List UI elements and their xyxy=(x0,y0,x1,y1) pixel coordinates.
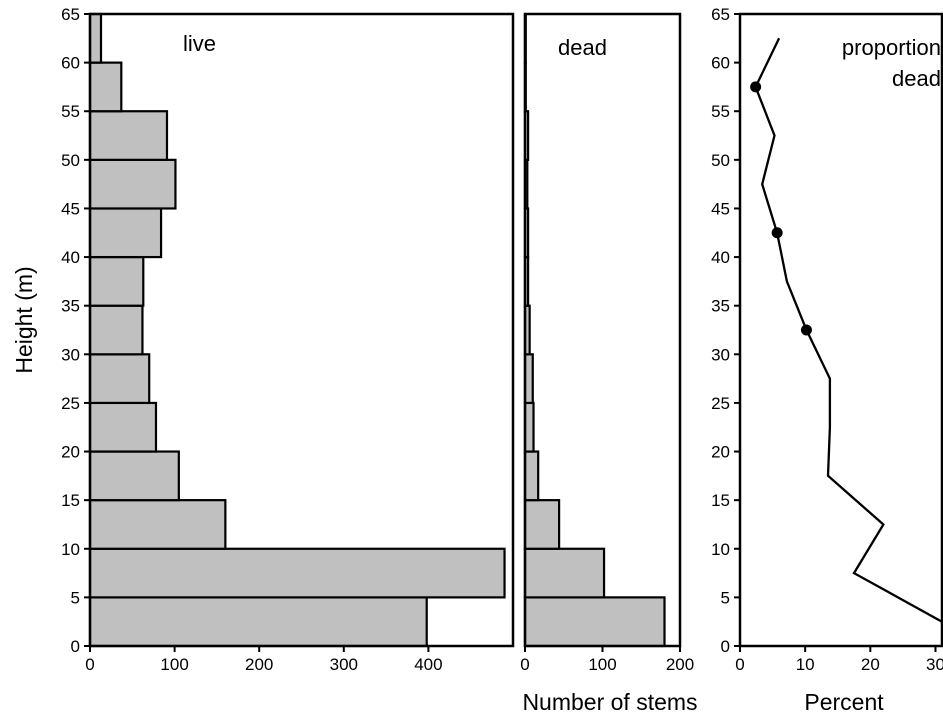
proportion-x-axis-ticks: 0 10 20 30 xyxy=(735,646,943,674)
live-bar-0-5 xyxy=(88,596,428,648)
y-tick-label: 35 xyxy=(61,297,80,316)
x-tick-label: 0 xyxy=(85,655,94,674)
live-panel: 0 5 10 15 20 25 30 35 40 45 50 55 60 65 0 100 200 300 400… xyxy=(11,5,515,674)
y-tick-label: 15 xyxy=(61,491,80,510)
x-tick-label: 200 xyxy=(666,655,694,674)
number-of-stems-label: Number of stems xyxy=(522,689,697,715)
y-tick-label: 60 xyxy=(711,54,730,73)
dead-bar-0-5 xyxy=(523,596,666,648)
live-bar-10-15 xyxy=(88,499,227,550)
live-panel-frame xyxy=(88,12,515,648)
live-bar-5-10 xyxy=(88,547,506,599)
proportion-marker xyxy=(750,81,762,93)
y-tick-label: 25 xyxy=(711,394,730,413)
dead-panel-title: dead xyxy=(558,35,607,60)
y-tick-label: 40 xyxy=(61,248,80,267)
live-panel-title: live xyxy=(183,31,216,56)
live-bar-45-50 xyxy=(88,158,177,210)
proportion-dead-markers xyxy=(750,81,812,336)
live-bars xyxy=(88,12,506,648)
proportion-marker xyxy=(800,324,812,336)
proportion-panel: 0 5 10 15 20 25 30 35 40 45 50 55 60 65 0 10 20 30 propo… xyxy=(711,5,943,715)
proportion-dead-line xyxy=(754,37,943,623)
live-bar-55-60 xyxy=(88,61,123,113)
dead-bar-15-20 xyxy=(523,450,540,502)
live-x-axis-ticks: 0 100 200 300 400 xyxy=(85,646,443,674)
y-tick-label: 20 xyxy=(711,443,730,462)
y-tick-label: 30 xyxy=(711,345,730,364)
y-tick-label: 0 xyxy=(71,637,80,656)
y-tick-label: 15 xyxy=(711,491,730,510)
dead-bar-20-25 xyxy=(523,401,535,453)
y-tick-label: 40 xyxy=(711,248,730,267)
dead-panel: 0 100 200 dead Number of stems xyxy=(520,12,698,715)
y-tick-label: 30 xyxy=(61,345,80,364)
live-bar-30-35 xyxy=(88,304,144,356)
percent-axis-label: Percent xyxy=(804,689,884,715)
proportion-marker xyxy=(771,227,783,239)
y-tick-label: 5 xyxy=(71,588,80,607)
y-tick-label: 65 xyxy=(61,5,80,24)
x-tick-label: 400 xyxy=(414,655,442,674)
x-tick-label: 0 xyxy=(735,655,744,674)
x-tick-label: 0 xyxy=(520,655,529,674)
y-tick-label: 20 xyxy=(61,443,80,462)
live-bar-25-30 xyxy=(88,353,151,405)
live-bar-20-25 xyxy=(88,401,158,453)
live-bar-50-55 xyxy=(88,110,169,161)
y-tick-label: 60 xyxy=(61,54,80,73)
y-tick-label: 50 xyxy=(61,151,80,170)
proportion-panel-title-line1: proportion xyxy=(842,35,941,60)
x-tick-label: 100 xyxy=(588,655,616,674)
live-bar-15-20 xyxy=(88,450,180,502)
y-tick-label: 45 xyxy=(711,199,730,218)
y-tick-label: 50 xyxy=(711,151,730,170)
x-tick-label: 300 xyxy=(330,655,358,674)
y-tick-label: 65 xyxy=(711,5,730,24)
x-tick-label: 20 xyxy=(861,655,880,674)
x-tick-label: 30 xyxy=(926,655,943,674)
dead-x-axis-ticks: 0 100 200 xyxy=(520,646,694,674)
dead-bar-10-15 xyxy=(523,499,561,550)
y-tick-label: 55 xyxy=(61,102,80,121)
live-bar-40-45 xyxy=(88,207,163,259)
proportion-panel-title-line2: dead xyxy=(892,66,941,91)
proportion-panel-frame xyxy=(738,12,943,648)
dead-bar-5-10 xyxy=(523,547,606,599)
x-tick-label: 100 xyxy=(160,655,188,674)
y-tick-label: 55 xyxy=(711,102,730,121)
y-tick-label: 10 xyxy=(711,540,730,559)
y-tick-label: 5 xyxy=(721,588,730,607)
x-tick-label: 10 xyxy=(796,655,815,674)
live-y-axis-ticks: 0 5 10 15 20 25 30 35 40 45 50 55 60 65 xyxy=(61,5,90,656)
live-bar-60-65 xyxy=(88,12,103,64)
proportion-y-axis-ticks: 0 5 10 15 20 25 30 35 40 45 50 55 60 65 xyxy=(711,5,740,656)
y-tick-label: 10 xyxy=(61,540,80,559)
y-tick-label: 25 xyxy=(61,394,80,413)
x-tick-label: 200 xyxy=(245,655,273,674)
dead-bars xyxy=(523,12,666,648)
y-tick-label: 35 xyxy=(711,297,730,316)
y-tick-label: 45 xyxy=(61,199,80,218)
y-axis-label: Height (m) xyxy=(11,266,37,373)
live-bar-35-40 xyxy=(88,255,145,307)
y-tick-label: 0 xyxy=(721,637,730,656)
